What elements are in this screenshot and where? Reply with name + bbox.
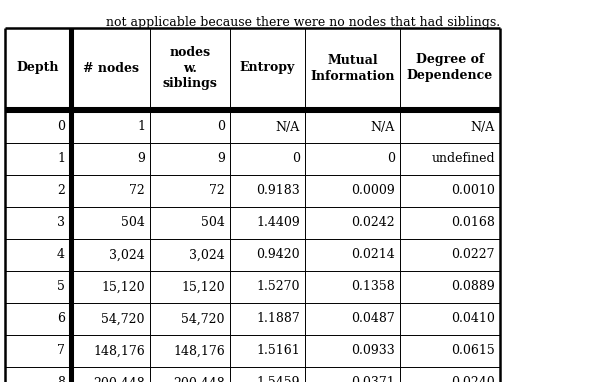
Text: 1: 1 <box>137 120 145 133</box>
Text: 1.5459: 1.5459 <box>256 377 300 382</box>
Text: 54,720: 54,720 <box>101 312 145 325</box>
Text: 0: 0 <box>217 120 225 133</box>
Text: 7: 7 <box>57 345 65 358</box>
Text: Degree of
Dependence: Degree of Dependence <box>407 53 493 83</box>
Text: 2: 2 <box>57 185 65 197</box>
Text: 15,120: 15,120 <box>101 280 145 293</box>
Text: 72: 72 <box>129 185 145 197</box>
Text: N/A: N/A <box>276 120 300 133</box>
Text: 0.0009: 0.0009 <box>351 185 395 197</box>
Text: 0.0168: 0.0168 <box>451 217 495 230</box>
Text: 3: 3 <box>57 217 65 230</box>
Text: 0.0240: 0.0240 <box>451 377 495 382</box>
Text: 0.0615: 0.0615 <box>451 345 495 358</box>
Text: Entropy: Entropy <box>240 62 295 74</box>
Text: N/A: N/A <box>371 120 395 133</box>
Text: 9: 9 <box>137 152 145 165</box>
Text: 54,720: 54,720 <box>182 312 225 325</box>
Text: 504: 504 <box>201 217 225 230</box>
Text: # nodes: # nodes <box>83 62 139 74</box>
Text: 0: 0 <box>57 120 65 133</box>
Text: 1.4409: 1.4409 <box>256 217 300 230</box>
Text: 9: 9 <box>217 152 225 165</box>
Text: 0.0371: 0.0371 <box>351 377 395 382</box>
Text: 0: 0 <box>292 152 300 165</box>
Text: 0.0242: 0.0242 <box>351 217 395 230</box>
Text: 1.5161: 1.5161 <box>256 345 300 358</box>
Text: 0.0010: 0.0010 <box>451 185 495 197</box>
Text: 0.0933: 0.0933 <box>351 345 395 358</box>
Text: 200,448: 200,448 <box>93 377 145 382</box>
Text: nodes
w.
siblings: nodes w. siblings <box>162 45 218 91</box>
Text: 0.0214: 0.0214 <box>351 249 395 262</box>
Text: 0.0227: 0.0227 <box>451 249 495 262</box>
Text: 1: 1 <box>57 152 65 165</box>
Text: 1.5270: 1.5270 <box>256 280 300 293</box>
Text: 72: 72 <box>209 185 225 197</box>
Text: not applicable because there were no nodes that had siblings.: not applicable because there were no nod… <box>106 16 500 29</box>
Text: 504: 504 <box>121 217 145 230</box>
Text: 0.0889: 0.0889 <box>451 280 495 293</box>
Text: 1.1887: 1.1887 <box>256 312 300 325</box>
Text: 0.0410: 0.0410 <box>451 312 495 325</box>
Text: 0.9420: 0.9420 <box>256 249 300 262</box>
Text: 148,176: 148,176 <box>173 345 225 358</box>
Text: 0.0487: 0.0487 <box>351 312 395 325</box>
Text: 3,024: 3,024 <box>189 249 225 262</box>
Text: 0: 0 <box>387 152 395 165</box>
Text: Mutual
Information: Mutual Information <box>310 53 395 83</box>
Text: undefined: undefined <box>431 152 495 165</box>
Text: 0.1358: 0.1358 <box>351 280 395 293</box>
Text: 4: 4 <box>57 249 65 262</box>
Text: 3,024: 3,024 <box>109 249 145 262</box>
Text: 15,120: 15,120 <box>181 280 225 293</box>
Text: N/A: N/A <box>471 120 495 133</box>
Text: 8: 8 <box>57 377 65 382</box>
Text: 148,176: 148,176 <box>93 345 145 358</box>
Text: 5: 5 <box>57 280 65 293</box>
Text: 6: 6 <box>57 312 65 325</box>
Text: Depth: Depth <box>16 62 59 74</box>
Text: 200,448: 200,448 <box>173 377 225 382</box>
Text: 0.9183: 0.9183 <box>256 185 300 197</box>
